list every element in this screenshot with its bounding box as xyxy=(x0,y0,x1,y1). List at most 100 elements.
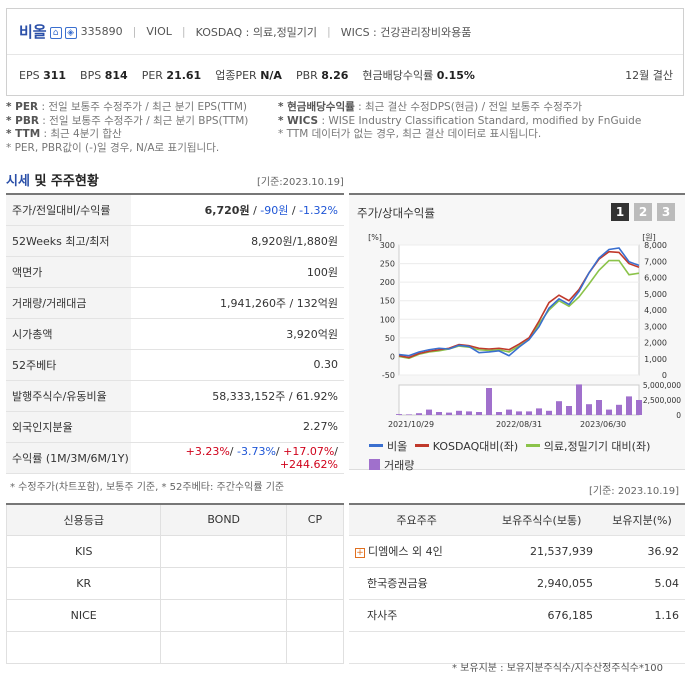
holder-shares: 676,185 xyxy=(484,599,600,632)
volume-tick-label: 2,500,000 xyxy=(643,396,681,405)
right-tick-label: 7,000 xyxy=(644,257,667,266)
col-header: 보유주식수(보통) xyxy=(484,504,600,536)
stat-value: 2.27% xyxy=(131,411,344,443)
price-stats-table: 주가/전일대비/수익률 6,720원 / -90원 / -1.32% 52Wee… xyxy=(6,193,344,474)
right-tick-label: 2,000 xyxy=(644,339,667,348)
stat-value: 8,920원/1,880원 xyxy=(131,225,344,257)
volume-bar xyxy=(466,411,472,415)
stat-label: 액면가 xyxy=(6,256,131,288)
holder-shares: 21,537,939 xyxy=(484,535,600,568)
stat-label: 52주베타 xyxy=(6,349,131,381)
col-header: 보유지분(%) xyxy=(599,504,685,536)
stat-value: 3,920억원 xyxy=(131,318,344,350)
agency-name: KIS xyxy=(5,534,162,568)
legend-kosdaq[interactable]: KOSDAQ대비(좌) xyxy=(414,438,518,454)
table-row: + 디엠에스 외 4인 21,537,939 36.92 xyxy=(349,535,685,568)
col-header: CP xyxy=(285,503,345,536)
credit-rating-table: 신용등급 BOND CP KIS KR NICE xyxy=(5,503,345,664)
divider: | xyxy=(132,25,137,38)
market-category: KOSDAQ : 의료,정밀기기 xyxy=(195,25,318,39)
left-tick-label: 200 xyxy=(380,278,395,287)
col-header: 신용등급 xyxy=(5,503,162,536)
chart-title: 주가/상대수익률 xyxy=(357,206,435,220)
stat-label: 발행주식수/유동비율 xyxy=(6,380,131,412)
chart-tab-3[interactable]: 3 xyxy=(657,203,675,221)
legend-stock[interactable]: 비올 xyxy=(369,438,407,454)
left-tick-label: 50 xyxy=(385,334,395,343)
volume-bar xyxy=(546,410,552,415)
volume-bar xyxy=(556,401,562,415)
volume-bar xyxy=(496,412,502,415)
notes-right: * 현금배당수익률 : 최근 결산 수정DPS(현금) / 전일 보통주 수정주… xyxy=(278,101,642,140)
company-name[interactable]: 비올 xyxy=(19,23,47,41)
left-tick-label: 250 xyxy=(380,260,395,269)
wics-category: WICS : 건강관리장비와용품 xyxy=(340,25,472,39)
holder-shares: 2,940,055 xyxy=(484,567,600,600)
table-row: 한국증권금융 2,940,055 5.04 xyxy=(349,567,685,600)
table-row: 수익률 (1M/3M/6M/1Y) +3.23%/ -3.73%/ +17.07… xyxy=(6,442,344,474)
eps-metric: EPS 311 xyxy=(19,68,67,82)
expand-icon[interactable]: + xyxy=(355,548,365,558)
bookmark-icon[interactable]: ◈ xyxy=(64,26,77,39)
volume-bar xyxy=(626,396,632,415)
table-row: NICE xyxy=(5,598,345,632)
agency-name: NICE xyxy=(5,598,162,632)
stat-value: 58,333,152주 / 61.92% xyxy=(131,380,344,412)
volume-bar xyxy=(596,400,602,415)
stat-label: 외국인지분율 xyxy=(6,411,131,443)
notes-left: * PER : 전일 보통주 수정주가 / 최근 분기 EPS(TTM) * P… xyxy=(6,101,249,154)
key-metrics-row: EPS 311 BPS 814 PER 21.61 업종PER N/A PBR … xyxy=(7,55,683,95)
dividend-metric: 현금배당수익률 0.15% xyxy=(362,69,475,82)
table-row: 시가총액 3,920억원 xyxy=(6,318,344,350)
volume-bar xyxy=(486,388,492,415)
holder-name: 자사주 xyxy=(349,599,485,632)
bps-metric: BPS 814 xyxy=(80,68,128,82)
per-metric: PER 21.61 xyxy=(141,68,202,82)
volume-bar xyxy=(576,384,582,415)
ticker: VIOL xyxy=(146,25,172,38)
table-row: 52Weeks 최고/최저 8,920원/1,880원 xyxy=(6,225,344,257)
volume-bar xyxy=(566,406,572,415)
price-chart-panel: 주가/상대수익률 1 2 3 [%] [원] 300 250 200 150 100 50… xyxy=(349,193,685,473)
stat-value: 100원 xyxy=(131,256,344,288)
volume-bar xyxy=(416,413,422,415)
chart-tab-1[interactable]: 1 xyxy=(611,203,629,221)
volume-bar xyxy=(396,414,402,415)
volume-bar xyxy=(446,412,452,415)
volume-bar xyxy=(636,400,642,415)
volume-bar xyxy=(436,412,442,415)
major-holders-table: 주요주주 보유주식수(보통) 보유지분(%) + 디엠에스 외 4인 21,537… xyxy=(349,503,685,664)
right-tick-label: 4,000 xyxy=(644,306,667,315)
col-header: 주요주주 xyxy=(349,504,485,536)
volume-tick-label: 0 xyxy=(676,411,681,420)
legend-sector[interactable]: 의료,정밀기기 대비(좌) xyxy=(525,438,650,454)
holder-name xyxy=(349,631,485,664)
x-tick-label: 2023/06/30 xyxy=(580,420,626,429)
table-row xyxy=(5,630,345,664)
volume-bar xyxy=(516,411,522,415)
company-header: 비올 ⌂ ◈ 335890 | VIOL | KOSDAQ : 의료,정밀기기 … xyxy=(6,8,684,96)
volume-bar xyxy=(616,404,622,415)
table-header-row: 주요주주 보유주식수(보통) 보유지분(%) xyxy=(349,504,685,536)
stat-label: 시가총액 xyxy=(6,318,131,350)
stat-value: 0.30 xyxy=(131,349,344,381)
chart-tab-2[interactable]: 2 xyxy=(634,203,652,221)
table-row xyxy=(349,631,685,664)
stats-footnote: * 수정주가(차트포함), 보통주 기준, * 52주베타: 주간수익률 기준 xyxy=(10,482,285,493)
volume-bar xyxy=(456,410,462,415)
stock-code: 335890 xyxy=(80,25,123,38)
stat-label: 거래량/거래대금 xyxy=(6,287,131,319)
chart-legend: 비올 KOSDAQ대비(좌) 의료,정밀기기 대비(좌) 거래량 xyxy=(369,437,679,473)
agency-name xyxy=(5,630,162,664)
chart-tabs: 1 2 3 xyxy=(611,203,675,221)
legend-volume[interactable]: 거래량 xyxy=(369,457,414,473)
right-axis-unit: [원] xyxy=(642,233,656,242)
home-icon[interactable]: ⌂ xyxy=(49,26,62,39)
x-tick-label: 2022/08/31 xyxy=(496,420,542,429)
holder-name: + 디엠에스 외 4인 xyxy=(349,535,485,568)
left-axis-unit: [%] xyxy=(368,233,382,242)
volume-bar xyxy=(426,409,432,415)
volume-tick-label: 5,000,000 xyxy=(643,381,681,390)
holder-pct xyxy=(599,631,685,664)
holders-date: [기준: 2023.10.19] xyxy=(589,486,680,497)
